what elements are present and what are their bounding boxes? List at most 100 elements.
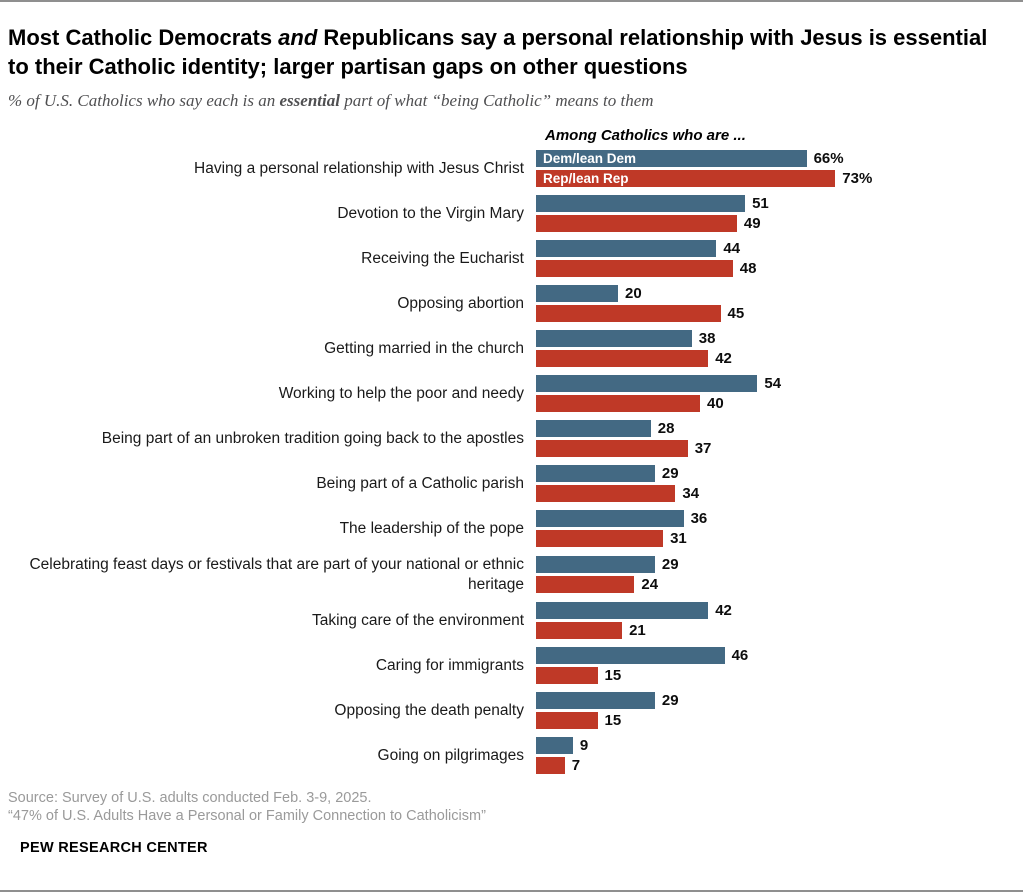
value-label: 42 [715,350,732,368]
value-label: 48 [739,260,757,278]
bar-group: 29 24 [536,556,679,594]
dem-bar [536,736,573,754]
value-label: 66% [813,150,844,168]
dem-bar [536,691,655,709]
dem-bar [536,375,758,393]
value-label: 29 [661,691,679,709]
category-label: Having a personal relationship with Jesu… [194,160,524,177]
value-label: 31 [670,530,687,548]
dem-bar [536,285,618,303]
bar-line: 7 [536,756,588,774]
value-label: 7 [571,756,581,774]
value-label: 73% [842,170,873,188]
chart-row: Devotion to the Virgin Mary 51 49 [8,195,1009,233]
chart-row: The leadership of the pope 36 31 [8,510,1009,548]
chart-row: Being part of a Catholic parish 29 34 [8,465,1009,503]
dem-bar [536,601,709,619]
bar-line: 42 [536,601,732,619]
grouped-bar-chart: Among Catholics who are ... Having a per… [8,127,1009,774]
dem-bar [536,195,746,213]
chart-subtitle: % of U.S. Catholics who say each is an e… [8,91,1009,111]
bar-line: 24 [536,576,679,594]
bar-line: 42 [536,350,732,368]
subtitle-bold-text: essential [279,91,340,111]
bar-group: 54 40 [536,375,782,413]
value-label: 15 [604,711,622,729]
category-label: Going on pilgrimages [377,746,524,764]
value-label: 51 [752,195,769,213]
rep-bar [536,576,635,594]
value-label: 45 [727,305,745,323]
chart-row: Having a personal relationship with Jesu… [8,150,1009,188]
chart-row: Caring for immigrants 46 15 [8,646,1009,684]
chart-title: Most Catholic Democrats and Republicans … [8,24,1009,81]
bar-line: 15 [536,666,748,684]
category-label: Celebrating feast days or festivals that… [29,556,524,593]
rep-bar [536,395,700,413]
bar-group: Dem/lean Dem 66% Rep/lean Rep 73% [536,150,873,188]
value-label: 40 [707,395,724,413]
bar-line: 9 [536,736,589,754]
bar-line: Rep/lean Rep 73% [536,170,873,188]
category-label: Getting married in the church [324,340,524,357]
value-label: 36 [690,510,708,528]
subtitle-text: % of U.S. Catholics who say each is an [8,91,280,111]
source-line-2: “47% of U.S. Adults Have a Personal or F… [8,807,486,824]
value-label: 54 [764,375,782,393]
value-label: 24 [641,576,659,594]
dem-bar [536,510,684,528]
bar-group: 28 37 [536,420,711,458]
chart-row: Working to help the poor and needy 54 40 [8,375,1009,413]
title-italic-text: and [278,25,318,50]
chart-row: Opposing the death penalty 29 15 [8,691,1009,729]
dem-bar [536,646,725,664]
chart-row: Opposing abortion 20 45 [8,285,1009,323]
subtitle-text-suffix: part of what “being Catholic” means to t… [339,91,654,111]
value-label: 29 [661,556,679,574]
dem-bar [536,420,651,438]
bar-group: 42 21 [536,601,732,639]
bar-line: Dem/lean Dem 66% [536,150,872,168]
source-line-1: Source: Survey of U.S. adults conducted … [8,789,372,806]
legend-label-dem: Dem/lean Dem [543,151,637,167]
bar-line: 40 [536,395,781,413]
rep-bar [536,711,598,729]
category-label: Taking care of the environment [312,611,524,629]
value-label: 34 [682,485,700,503]
rep-bar [536,756,565,774]
bar-group: 29 15 [536,691,679,729]
bar-line: 28 [536,420,711,438]
value-label: 49 [743,215,761,233]
rep-bar: Rep/lean Rep [536,170,836,188]
bar-group: 38 42 [536,330,732,368]
chart-row: Celebrating feast days or festivals that… [8,555,1009,594]
bar-line: 15 [536,711,679,729]
category-label: Being part of an unbroken tradition goin… [101,430,524,447]
bar-line: 21 [536,621,732,639]
legend-label-rep: Rep/lean Rep [543,171,629,187]
bar-line: 31 [536,530,707,548]
title-text: Most Catholic Democrats [8,25,279,50]
bar-group: 36 31 [536,510,708,548]
value-label: 9 [579,736,589,754]
bar-line: 29 [536,465,699,483]
value-label: 15 [604,666,622,684]
chart-rows: Having a personal relationship with Jesu… [8,150,1009,774]
rep-bar [536,530,664,548]
bar-line: 29 [536,556,679,574]
category-label: Caring for immigrants [375,656,524,674]
category-label: Receiving the Eucharist [361,250,524,267]
rep-bar [536,485,676,503]
bar-line: 38 [536,330,732,348]
value-label: 21 [629,621,646,639]
bar-line: 45 [536,305,745,323]
rep-bar [536,440,688,458]
chart-row: Receiving the Eucharist 44 48 [8,240,1009,278]
dem-bar [536,330,692,348]
value-label: 46 [731,646,749,664]
value-label: 20 [625,285,642,303]
bar-line: 54 [536,375,782,393]
bar-line: 48 [536,260,757,278]
chart-row: Taking care of the environment 42 21 [8,601,1009,639]
legend-title: Among Catholics who are ... [545,127,746,145]
